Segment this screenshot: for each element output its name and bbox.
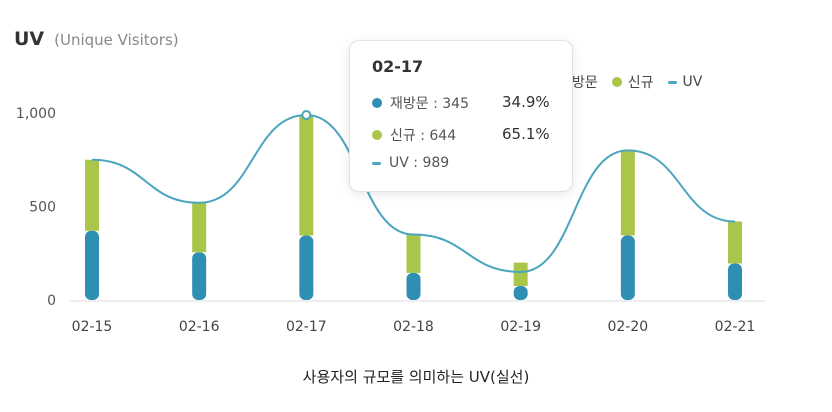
tooltip-row-revisit: 재방문 : 345 xyxy=(372,93,469,113)
bar-new-02-15[interactable] xyxy=(85,159,99,231)
bar-new-02-16[interactable] xyxy=(192,202,207,253)
tooltip-date: 02-17 xyxy=(372,57,424,76)
bar-revisit-02-18[interactable] xyxy=(406,272,421,300)
x-tick-label: 02-20 xyxy=(607,319,648,335)
bar-revisit-02-17[interactable] xyxy=(299,235,314,300)
bar-revisit-02-19[interactable] xyxy=(513,285,528,300)
chart-title-row: UV (Unique Visitors) xyxy=(14,28,179,50)
y-tick-label: 1,000 xyxy=(16,106,56,122)
x-tick-label: 02-21 xyxy=(715,319,756,335)
chart-subtitle: (Unique Visitors) xyxy=(54,31,179,49)
legend: 방문 신규 UV xyxy=(572,72,702,92)
legend-label-visit: 방문 xyxy=(572,75,598,91)
x-tick-label: 02-19 xyxy=(500,319,541,335)
x-axis-ticks: 02-15 02-16 02-17 02-18 02-19 02-20 02-21 xyxy=(72,319,756,335)
legend-label-new: 신규 xyxy=(627,75,654,91)
legend-dash-icon xyxy=(667,80,677,84)
new-dot-icon xyxy=(372,130,382,140)
uv-line xyxy=(91,114,736,273)
bar-new-02-18[interactable] xyxy=(406,234,421,273)
bar-new-02-19[interactable] xyxy=(513,262,528,286)
legend-dot-icon xyxy=(611,77,622,87)
bar-revisit-02-16[interactable] xyxy=(192,252,207,300)
bar-new-02-17[interactable] xyxy=(299,115,314,236)
tooltip-label-uv: UV : 989 xyxy=(389,155,450,171)
tooltip-row-new: 신규 : 644 xyxy=(372,125,456,145)
x-tick-label: 02-18 xyxy=(393,319,434,335)
highlight-point xyxy=(301,110,312,121)
legend-item-visit[interactable]: 방문 xyxy=(572,72,598,92)
x-tick-label: 02-17 xyxy=(286,319,327,335)
tooltip-label-revisit: 재방문 : 345 xyxy=(390,96,469,112)
bar-revisit-02-15[interactable] xyxy=(85,230,99,300)
x-tick-label: 02-15 xyxy=(72,319,113,335)
y-tick-label: 0 xyxy=(47,293,56,309)
chart-caption: 사용자의 규모를 의미하는 UV(실선) xyxy=(302,368,530,386)
tooltip-pct-new: 65.1% xyxy=(502,125,550,143)
bar-new-02-20[interactable] xyxy=(620,150,635,236)
legend-label-uv: UV xyxy=(682,74,703,90)
tooltip-pct-revisit: 34.9% xyxy=(502,93,550,111)
bar-revisit-02-21[interactable] xyxy=(728,263,742,300)
legend-item-new[interactable]: 신규 xyxy=(611,72,654,92)
chart-title: UV xyxy=(14,28,45,50)
tooltip-row-uv: UV : 989 xyxy=(372,155,449,171)
revisit-dot-icon xyxy=(372,98,382,108)
legend-item-uv[interactable]: UV xyxy=(667,74,703,90)
bar-new-02-21[interactable] xyxy=(728,221,742,264)
tooltip: 02-17 재방문 : 345 34.9% 신규 : 644 65.1% UV … xyxy=(349,40,573,192)
y-axis-ticks: 0 500 1,000 xyxy=(16,106,56,309)
x-tick-label: 02-16 xyxy=(179,319,220,335)
bar-revisit-02-20[interactable] xyxy=(620,235,635,300)
bars-group xyxy=(85,115,742,300)
y-tick-label: 500 xyxy=(29,200,56,216)
tooltip-label-new: 신규 : 644 xyxy=(390,128,457,144)
uv-dash-icon xyxy=(372,161,381,165)
